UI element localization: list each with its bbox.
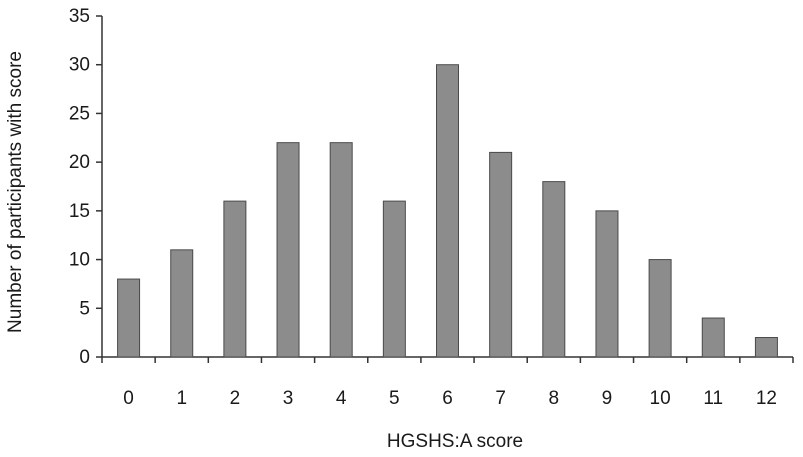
bar [436, 64, 459, 358]
y-tick-label: 25 [69, 103, 90, 124]
bar [223, 200, 247, 358]
bar [329, 142, 353, 358]
x-tick-label: 12 [756, 388, 777, 409]
x-tick-label: 7 [495, 388, 506, 409]
y-axis-title: Number of participants with score [5, 51, 26, 333]
x-axis: 0 1 2 3 4 5 6 7 8 9 10 11 12 [101, 356, 794, 409]
bar [754, 337, 778, 358]
x-tick-label: 5 [389, 388, 400, 409]
y-tick-label: 20 [69, 152, 90, 173]
bar [595, 210, 619, 358]
y-tick-label: 10 [69, 250, 90, 271]
x-tick-label: 9 [602, 388, 613, 409]
bar [701, 317, 725, 358]
x-tick-label: 1 [176, 388, 187, 409]
bar [276, 142, 300, 358]
x-tick-label: 0 [123, 388, 134, 409]
y-tick-label: 30 [69, 55, 90, 76]
bar [489, 151, 513, 358]
x-tick-label: 10 [650, 388, 671, 409]
x-axis-title: HGSHS:A score [387, 431, 523, 452]
x-tick-label: 11 [703, 388, 723, 409]
bar [648, 259, 672, 358]
bar [382, 200, 406, 358]
bar [117, 278, 141, 358]
bar [170, 249, 194, 358]
y-tick-label: 35 [69, 6, 90, 27]
x-tick-label: 4 [336, 388, 347, 409]
bars [117, 64, 778, 358]
y-tick-label: 0 [79, 347, 90, 368]
x-tick-label: 3 [283, 388, 294, 409]
y-tick-label: 15 [69, 201, 90, 222]
x-tick-label: 8 [549, 388, 560, 409]
x-tick-label: 6 [442, 388, 453, 409]
x-tick-label: 2 [230, 388, 241, 409]
y-tick-label: 5 [79, 298, 90, 319]
y-axis: 0 5 10 15 20 25 30 35 [69, 6, 103, 368]
bar [542, 181, 566, 358]
